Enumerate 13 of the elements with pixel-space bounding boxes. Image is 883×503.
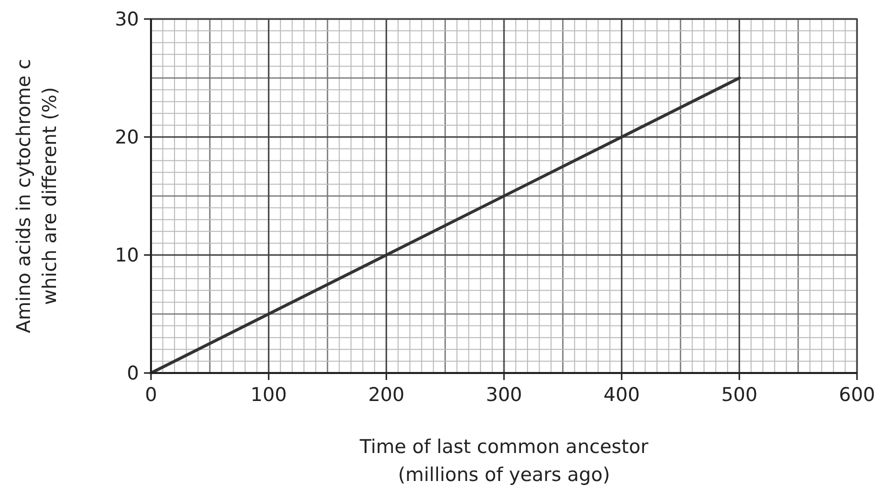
x-tick-label: 100 xyxy=(250,384,287,406)
y-tick-label: 20 xyxy=(114,126,139,149)
x-tick-label: 500 xyxy=(721,384,758,406)
x-tick-label: 600 xyxy=(838,384,876,406)
y-axis-title: Amino acids in cytochrome c which are different (%) xyxy=(13,58,61,334)
y-tick-label: 10 xyxy=(114,244,139,267)
y-tick-label: 0 xyxy=(126,362,139,385)
x-axis-title: Time of last common ancestor (millions of years ago) xyxy=(358,436,648,486)
x-tick-label: 200 xyxy=(368,384,404,406)
x-tick-label: 400 xyxy=(604,384,640,406)
x-tick-label: 300 xyxy=(486,384,522,406)
y-tick-label: 30 xyxy=(114,8,139,31)
x-tick-label: 0 xyxy=(144,384,158,406)
